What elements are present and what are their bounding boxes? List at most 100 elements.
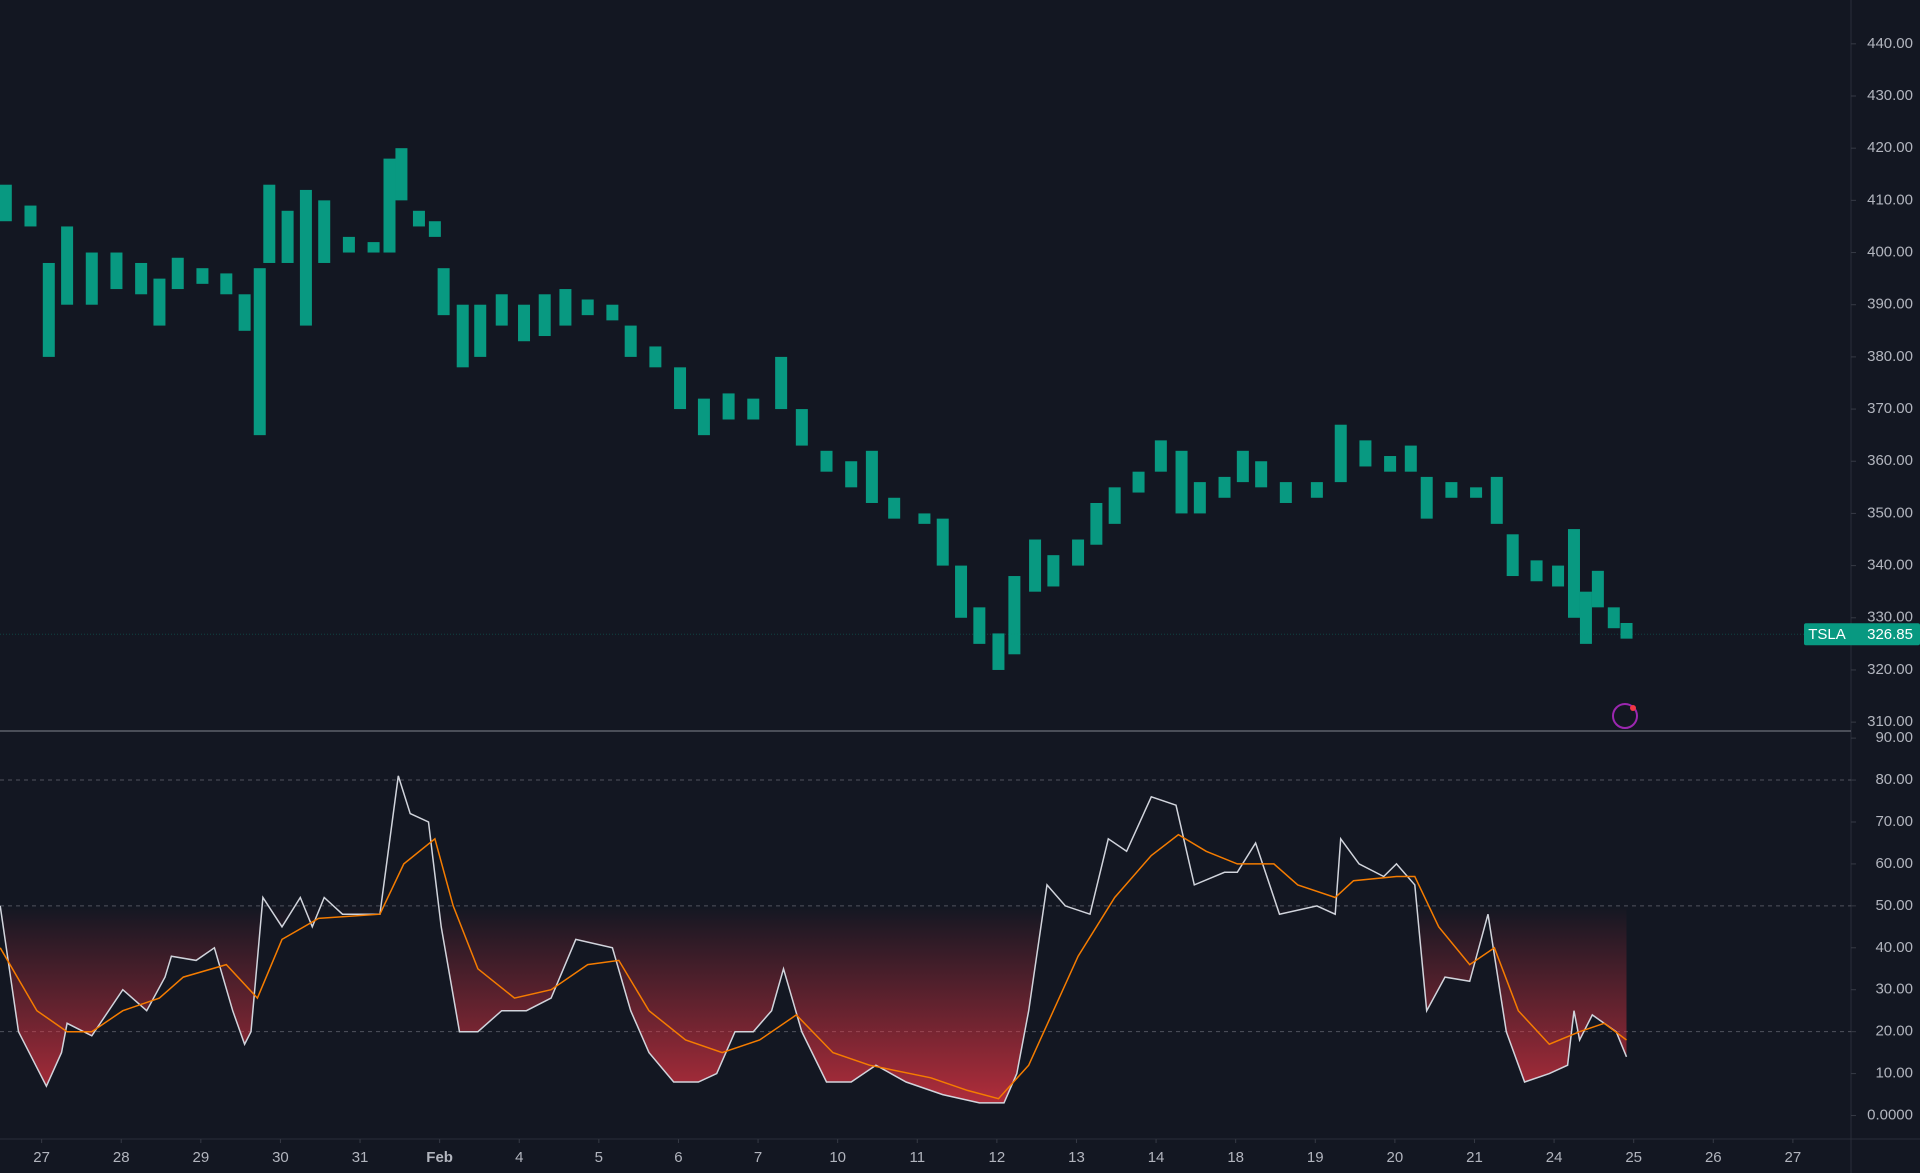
price-bar [1334,424,1347,483]
y-tick-label: 390.00 [1867,296,1913,313]
price-bar [24,205,37,227]
last-price-label: 326.85 [1867,626,1913,643]
price-bar [1607,607,1620,629]
rsi-area [0,905,1627,1103]
price-bar [722,393,735,420]
alert-icon[interactable] [1612,703,1638,729]
x-tick-label: 13 [1068,1149,1085,1166]
y-tick-label: 320.00 [1867,661,1913,678]
price-bar [955,565,968,618]
x-tick-label: 28 [113,1149,130,1166]
x-tick-label: 12 [989,1149,1006,1166]
price-bar [171,257,184,290]
x-tick-label: 21 [1466,1149,1483,1166]
price-bar [865,450,878,503]
rsi-line [0,833,1627,1100]
price-bar [318,200,331,263]
y-tick-label: 330.00 [1867,609,1913,626]
y-tick-label: 380.00 [1867,348,1913,365]
price-bar [674,367,687,410]
x-tick-label: 24 [1546,1149,1563,1166]
y-tick-label: 80.00 [1875,771,1913,788]
price-bar [518,304,531,342]
y-tick-label: 90.00 [1875,729,1913,746]
y-tick-label: 10.00 [1875,1065,1913,1082]
y-tick-label: 0.0000 [1867,1106,1913,1123]
y-tick-label: 350.00 [1867,504,1913,521]
price-bar [936,518,949,566]
price-bar [281,210,294,263]
symbol-label: TSLA [1808,626,1846,643]
x-tick-label: 29 [192,1149,209,1166]
x-tick-label: 14 [1148,1149,1165,1166]
price-bar [1072,539,1085,566]
price-bar [1384,456,1397,472]
price-bar [1420,476,1433,519]
price-bar [1218,476,1231,498]
price-bar [1591,570,1604,608]
price-bar [559,289,572,326]
price-bar [1579,591,1592,644]
y-tick-label: 30.00 [1875,981,1913,998]
x-tick-label: 10 [829,1149,846,1166]
x-tick-label: 7 [754,1149,762,1166]
price-bar [697,398,710,436]
price-bar [1236,450,1249,483]
price-bar [253,268,266,436]
price-bar [973,607,986,644]
price-bar [238,294,251,331]
y-tick-label: 440.00 [1867,35,1913,52]
x-tick-label: 20 [1387,1149,1404,1166]
x-tick-label: 19 [1307,1149,1324,1166]
price-bar [495,294,508,326]
price-bar [412,210,425,227]
price-bar [42,262,55,357]
price-bar [795,409,808,446]
y-tick-label: 420.00 [1867,139,1913,156]
price-bar [1445,482,1458,498]
icon-ring [1612,703,1638,729]
price-bar [474,304,487,357]
price-bar [110,252,123,290]
icon-dot [1630,705,1636,711]
x-tick-label: Feb [426,1149,453,1166]
price-bar [1132,471,1145,493]
price-bar [395,148,408,201]
y-tick-label: 60.00 [1875,855,1913,872]
price-bar [624,325,637,357]
price-bar [775,356,788,410]
price-bar [437,268,450,316]
x-tick-label: 25 [1625,1149,1642,1166]
x-tick-label: 5 [595,1149,603,1166]
y-tick-label: 340.00 [1867,557,1913,574]
x-tick-label: 27 [1785,1149,1802,1166]
price-bar [428,221,441,237]
y-tick-label: 20.00 [1875,1023,1913,1040]
price-bar [606,304,619,321]
price-bar [1310,482,1323,498]
x-tick-label: 31 [352,1149,369,1166]
price-bar [1255,461,1268,488]
y-tick-label: 40.00 [1875,939,1913,956]
price-bar [135,262,148,295]
x-tick-label: 4 [515,1149,523,1166]
price-bar [538,294,551,337]
y-tick-label: 50.00 [1875,897,1913,914]
y-tick-label: 430.00 [1867,87,1913,104]
price-bar [1008,576,1021,655]
x-tick-label: 26 [1705,1149,1722,1166]
price-bar [992,633,1005,670]
price-bar [85,252,98,305]
y-tick-label: 400.00 [1867,244,1913,261]
price-bar [1154,440,1167,472]
price-bar [820,450,833,472]
price-bar [220,273,233,295]
rsi-line [0,775,1628,1104]
x-tick-label: 11 [909,1149,925,1166]
price-bar [1490,476,1503,524]
price-bar [299,189,312,326]
price-bar [1175,450,1188,514]
y-tick-label: 310.00 [1867,713,1913,730]
price-bar [1506,534,1519,577]
y-tick-label: 370.00 [1867,400,1913,417]
